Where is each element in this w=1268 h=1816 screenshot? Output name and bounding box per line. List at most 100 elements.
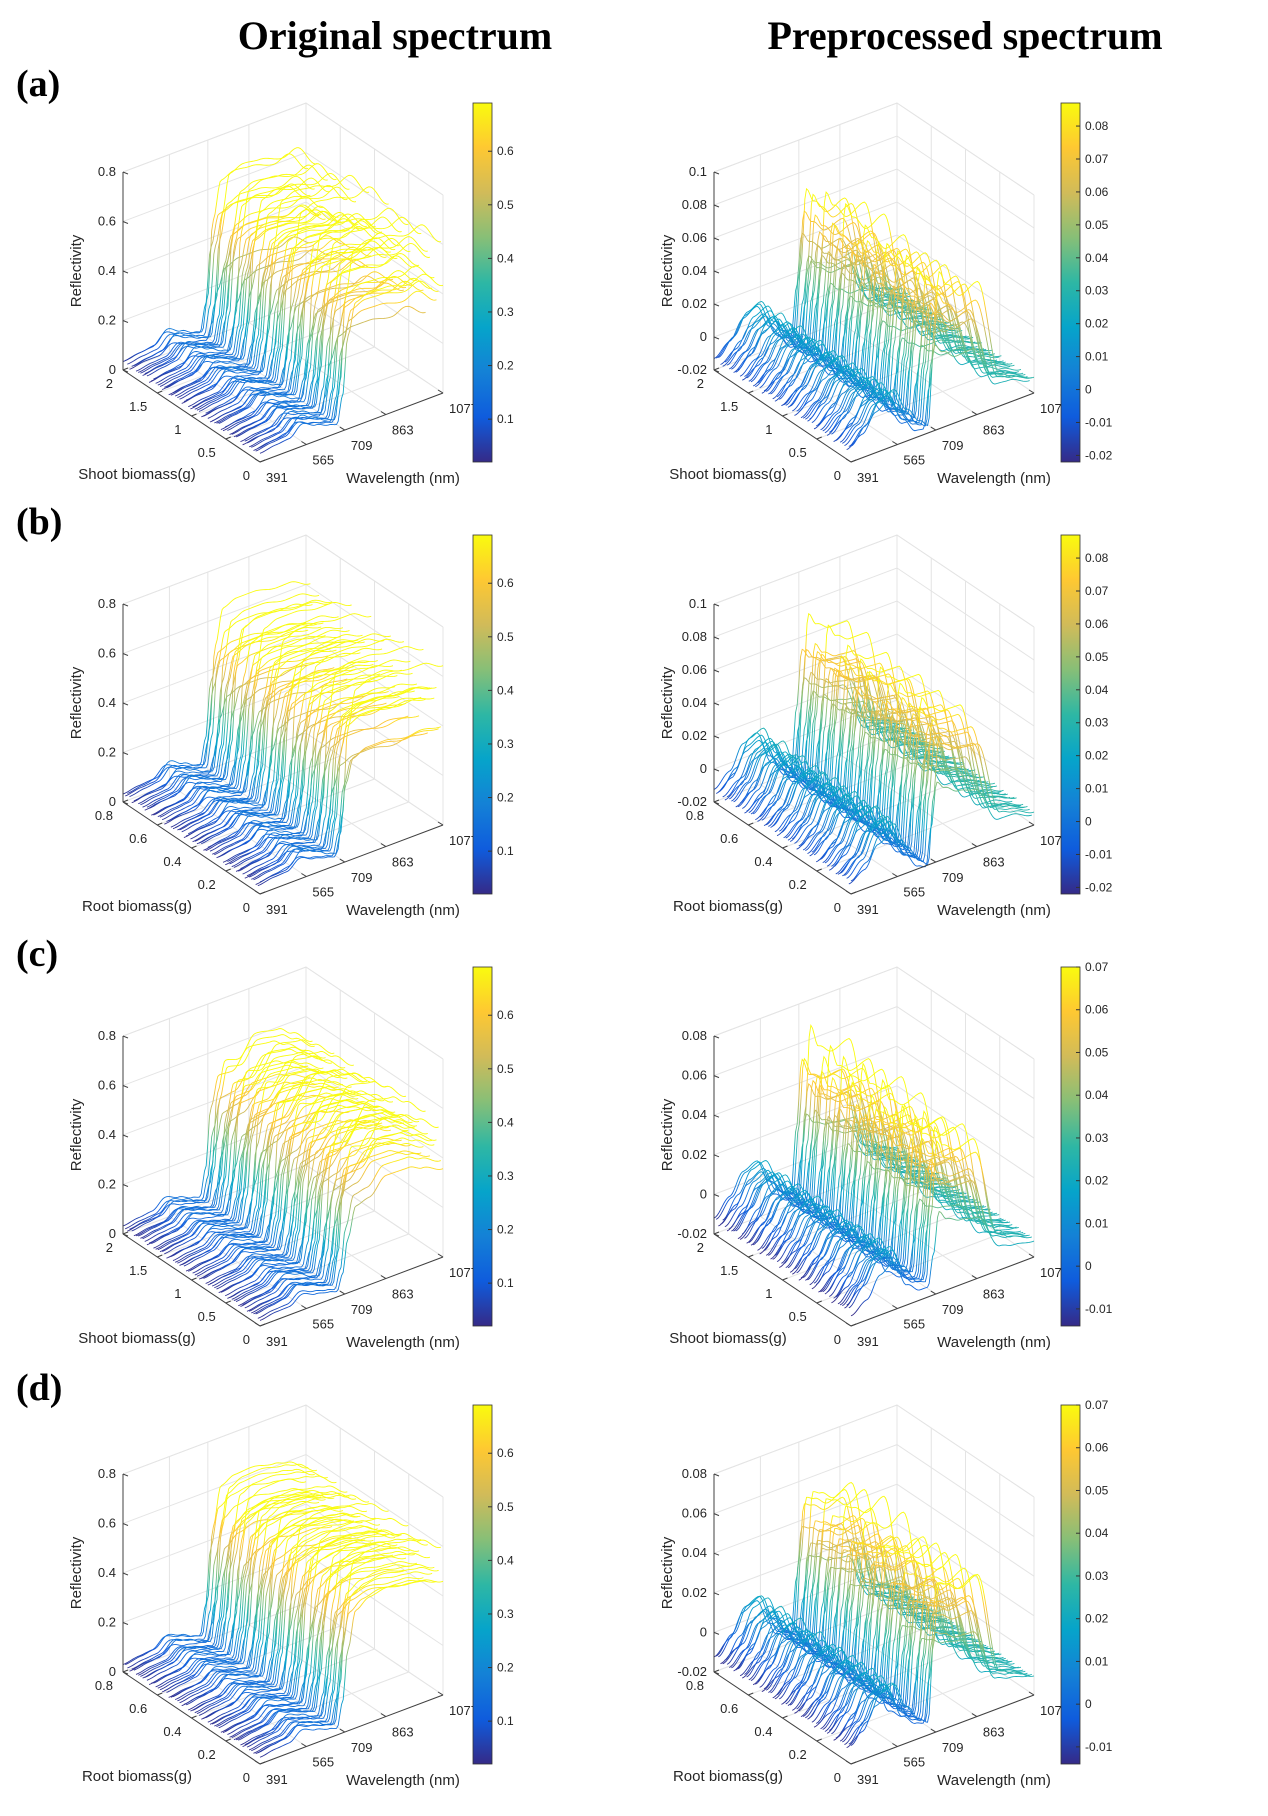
biomass-tick-label: 1.5 (129, 1263, 147, 1278)
surface-line (155, 615, 339, 815)
colorbar-tick-label: 0.5 (497, 630, 514, 644)
wavelength-tick-label: 391 (266, 1334, 288, 1349)
biomass-tick-label: 0.5 (789, 445, 807, 460)
colorbar-tick-label: 0.08 (1085, 119, 1109, 133)
z-tick-label: 0.4 (98, 263, 116, 278)
surface-line (242, 1096, 426, 1305)
z-axis-label: Reflectivity (659, 1098, 676, 1171)
surface-line (172, 668, 357, 830)
z-tick-mark (122, 653, 129, 656)
surface-line (129, 1028, 313, 1230)
colorbar-tick-label: 0.3 (497, 737, 514, 751)
surface-line (811, 277, 995, 424)
surface-line (820, 702, 1004, 860)
wavelength-tick-mark (930, 426, 937, 431)
surface-line (155, 205, 339, 384)
biomass-tick-label: 0.5 (789, 1309, 807, 1324)
wavelength-tick-label: 709 (942, 1302, 964, 1317)
colorbar-tick-label: 0.05 (1085, 218, 1109, 232)
surface-line (181, 641, 365, 833)
surface-line (194, 660, 378, 842)
wavelength-tick-label: 1077 (449, 1265, 478, 1280)
z-tick-mark (122, 171, 129, 175)
surface-plot-c-original: 0 0.2 0.4 0.6 0.8 0 0.5 1 1.5 2 391 565 709 863 1077 Re… (68, 966, 514, 1351)
biomass-tick-mark (122, 367, 129, 371)
colorbar-tick-label: 0.08 (1085, 551, 1109, 565)
z-tick-mark (713, 669, 720, 673)
biomass-tick-label: 0 (243, 468, 250, 483)
surface-line (837, 274, 1022, 439)
surface-line (715, 677, 900, 794)
surface-line (144, 164, 328, 375)
surface-line (146, 177, 330, 377)
z-tick-mark (122, 1134, 129, 1138)
colorbar-tick-label: 0.03 (1085, 716, 1109, 730)
wavelength-axis-line (850, 1256, 1035, 1327)
surface-line (216, 232, 400, 424)
surface-line (802, 1114, 987, 1279)
colorbar-tick-label: 0.6 (497, 144, 514, 158)
surface-line (257, 726, 441, 887)
z-tick-mark (122, 801, 129, 805)
biomass-tick-mark (850, 891, 857, 895)
surface-line (188, 1104, 372, 1272)
z-tick-label: 0 (109, 794, 116, 809)
surface-line (240, 646, 424, 869)
surface-line (170, 1051, 354, 1258)
surface-line (190, 259, 374, 410)
colorbar-tick-label: 0.5 (497, 1062, 514, 1076)
surface-line (148, 248, 333, 383)
colorbar-tick-label: -0.02 (1085, 448, 1113, 462)
wavelength-tick-mark (845, 890, 852, 895)
wavelength-tick-label: 863 (392, 1287, 414, 1302)
surface-line (129, 603, 313, 797)
surface-line (153, 163, 337, 380)
surface-line (779, 1160, 963, 1268)
wavelength-tick-label: 1077 (449, 401, 478, 416)
biomass-axis-label: Shoot biomass(g) (78, 466, 196, 483)
surface-line (752, 1089, 937, 1246)
z-tick-mark (713, 1035, 720, 1039)
wavelength-tick-mark (930, 1290, 937, 1295)
wavelength-axis-label: Wavelength (nm) (937, 902, 1051, 919)
surface-line (188, 613, 372, 835)
surface-line (227, 659, 411, 862)
z-tick-mark (122, 1233, 129, 1237)
z-tick-label: 0.08 (682, 197, 707, 212)
biomass-tick-mark (816, 436, 822, 440)
wavelength-tick-mark (971, 843, 978, 847)
wavelength-tick-label: 391 (857, 470, 879, 485)
surface-line (813, 696, 998, 856)
colorbar-tick-label: 0.4 (497, 251, 514, 265)
z-tick-label: 0.02 (682, 728, 707, 743)
z-tick-label: 0.2 (98, 745, 116, 760)
colorbar (472, 534, 493, 895)
surface-line (733, 254, 917, 373)
wavelength-tick-label: 709 (942, 438, 964, 453)
surface-line (829, 761, 1013, 871)
z-tick-mark (713, 1233, 720, 1237)
wavelength-tick-label: 863 (392, 423, 414, 438)
colorbar-tick-label: 0 (1085, 1259, 1092, 1273)
surface-line (125, 1060, 309, 1230)
z-tick-label: 0.04 (682, 695, 707, 710)
surface-line (257, 224, 441, 449)
box-top-edge (713, 534, 1035, 628)
surface-line (222, 1081, 407, 1292)
wavelength-tick-mark (301, 441, 307, 445)
surface-line (175, 1092, 359, 1263)
biomass-tick-mark (713, 1231, 720, 1235)
surface-line (207, 1126, 391, 1286)
biomass-axis-label: Root biomass(g) (82, 898, 192, 915)
biomass-tick-mark (191, 1277, 197, 1281)
surface-line (196, 1098, 381, 1277)
z-axis-label: Reflectivity (68, 234, 85, 307)
panel-label-d: (d) (16, 1367, 63, 1409)
surface-line (192, 1092, 376, 1274)
surface-line (833, 696, 1017, 868)
surface-line (837, 1167, 1022, 1305)
wavelength-tick-label: 863 (983, 423, 1005, 438)
wavelength-tick-mark (254, 458, 261, 463)
colorbar-tick-label: 0.06 (1085, 617, 1109, 631)
biomass-tick-mark (191, 413, 197, 417)
